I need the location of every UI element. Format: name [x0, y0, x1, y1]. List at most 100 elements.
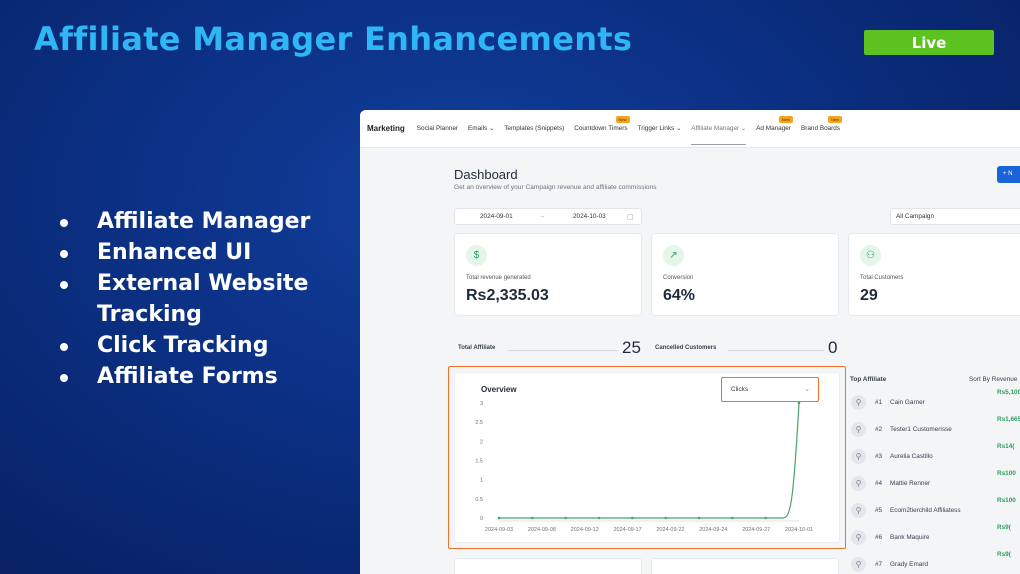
y-tick-label: 2: [480, 439, 483, 445]
y-tick-label: 2.5: [475, 420, 483, 426]
divider: [508, 350, 618, 351]
affiliate-rank: #2: [875, 426, 883, 433]
affiliate-revenue: Rs1,665: [997, 416, 1020, 423]
x-tick-label: 2024-09-17: [614, 527, 642, 533]
chevron-down-icon: ⌄: [676, 126, 682, 132]
nav-item-social-planner[interactable]: Social Planner: [417, 125, 458, 132]
nav-item-affiliate-manager[interactable]: Affiliate Manager ⌄: [691, 125, 746, 145]
nav-item-label: Templates (Snippets): [504, 125, 565, 132]
feature-list: Affiliate Manager Enhanced UI External Web…: [58, 206, 328, 392]
chevron-down-icon: ⌄: [489, 126, 495, 132]
metric-select[interactable]: Clicks ⌄: [721, 377, 819, 402]
trend-up-icon: ↗: [663, 245, 684, 266]
divider: [728, 350, 824, 351]
date-from[interactable]: 2024-09-01: [480, 213, 513, 220]
top-nav: Marketing Social Planner Emails ⌄ Templates…: [360, 110, 1020, 148]
stat-value: 29: [860, 287, 878, 304]
data-point[interactable]: [564, 516, 567, 520]
affiliate-revenue: Rs100: [997, 470, 1016, 477]
app-screenshot: Marketing Social Planner Emails ⌄ Templates…: [360, 110, 1020, 574]
user-avatar-icon: ⚲: [851, 422, 866, 437]
affiliate-rank: #4: [875, 480, 883, 487]
data-point[interactable]: [631, 516, 634, 520]
x-tick-label: 2024-10-01: [785, 527, 813, 533]
customers-icon: ⚇: [860, 245, 881, 266]
nav-item-templates-snippets[interactable]: Templates (Snippets): [504, 125, 564, 132]
data-point[interactable]: [797, 401, 801, 405]
overview-title: Overview: [481, 385, 517, 394]
overview-card: Overview Clicks ⌄ 0 0.5 1 1.5 2 2.5 3 2024-09-0…: [454, 372, 840, 543]
affiliate-rank: #1: [875, 399, 883, 406]
stat-card: ↗ Conversion 64%: [651, 233, 839, 316]
feature-bullet: External Website Tracking: [58, 268, 328, 330]
data-point[interactable]: [531, 516, 534, 520]
stat-label: Total Customers: [860, 275, 904, 281]
new-button[interactable]: + N: [997, 166, 1020, 183]
nav-item-label: Emails: [468, 125, 488, 132]
x-tick-label: 2024-09-22: [656, 527, 684, 533]
nav-item-label: Brand Boards: [800, 125, 841, 132]
x-tick-label: 2024-09-08: [528, 527, 556, 533]
nav-item-brand-boards[interactable]: Brand Boards New: [800, 116, 843, 132]
total-affiliate-value: 25: [622, 338, 641, 357]
affiliate-row[interactable]: ⚲ #4 Mattie Renner Rs100: [850, 470, 1020, 495]
user-avatar-icon: ⚲: [851, 476, 866, 491]
nav-item-label: Social Planner: [416, 125, 459, 132]
affiliate-rank: #5: [875, 507, 883, 514]
user-avatar-icon: ⚲: [851, 530, 866, 545]
affiliate-name: Tester1 Customerisse: [890, 426, 952, 433]
affiliate-row[interactable]: ⚲ #5 Ecom2tierchild Affiliatess Rs100: [850, 497, 1020, 522]
nav-item-emails[interactable]: Emails ⌄: [468, 125, 494, 132]
sort-by-revenue[interactable]: Sort By Revenue: [969, 376, 1018, 383]
y-tick-label: 3: [480, 401, 483, 407]
affiliate-revenue: Rs5,100: [997, 389, 1020, 396]
nav-item-label: Ad Manager: [756, 125, 791, 132]
nav-item-ad-manager[interactable]: Ad Manager New: [756, 116, 793, 132]
total-affiliate-label: Total Affiliate: [458, 345, 496, 351]
new-badge: New: [778, 116, 793, 123]
affiliate-revenue: Rs100: [997, 497, 1016, 504]
x-tick-label: 2024-09-24: [699, 527, 727, 533]
top-affiliate-title: Top Affiliate: [850, 376, 887, 383]
overview-highlight-box: [448, 366, 846, 549]
data-point[interactable]: [764, 516, 767, 520]
y-tick-label: 0.5: [475, 497, 483, 503]
bottom-card: [454, 558, 642, 574]
overview-line-chart: 0 0.5 1 1.5 2 2.5 3 2024-09-03 2024-09-08 2024-09…: [475, 401, 813, 533]
affiliate-name: Mattie Renner: [890, 480, 931, 487]
user-avatar-icon: ⚲: [851, 449, 866, 464]
data-point[interactable]: [697, 516, 701, 520]
affiliate-revenue: Rs9(: [997, 524, 1011, 531]
stat-label: Conversion: [663, 275, 694, 281]
campaign-select[interactable]: All Campaign: [890, 208, 1020, 225]
user-avatar-icon: ⚲: [851, 503, 866, 518]
data-point[interactable]: [731, 516, 734, 520]
nav-item-countdown-timers[interactable]: Countdown Timers New: [574, 116, 630, 132]
calendar-icon[interactable]: ▢: [627, 213, 634, 221]
affiliate-row[interactable]: ⚲ #6 Bank Maquire Rs9(: [850, 524, 1020, 549]
affiliate-row[interactable]: ⚲ #3 Aurelia Castillo Rs14(: [850, 443, 1020, 468]
data-point[interactable]: [664, 516, 667, 520]
data-point[interactable]: [497, 516, 501, 520]
chevron-down-icon: ⌄: [804, 386, 810, 393]
data-point[interactable]: [597, 516, 601, 520]
series-line: [499, 402, 800, 519]
live-badge: Live: [864, 30, 994, 55]
x-tick-label: 2024-09-27: [742, 527, 770, 533]
nav-item-trigger-links[interactable]: Trigger Links ⌄: [638, 125, 682, 132]
date-to[interactable]: 2024-10-03: [573, 213, 606, 220]
y-tick-label: 1.5: [475, 459, 483, 465]
affiliate-row[interactable]: ⚲ #2 Tester1 Customerisse Rs1,665: [850, 416, 1020, 441]
bottom-card: [651, 558, 839, 574]
affiliate-name: Bank Maquire: [890, 534, 930, 541]
cancelled-customers-label: Cancelled Customers: [655, 345, 717, 351]
dollar-icon: $: [466, 245, 487, 266]
date-range-picker[interactable]: 2024-09-01 → 2024-10-03 ▢: [454, 208, 642, 225]
affiliate-row[interactable]: ⚲ #7 Grady Emard Rs9(: [850, 551, 1020, 574]
arrow-right-icon: →: [539, 213, 546, 220]
affiliate-row[interactable]: ⚲ #1 Cain Garner Rs5,100: [850, 389, 1020, 414]
feature-bullet: Affiliate Forms: [58, 361, 328, 392]
stat-value: 64%: [663, 287, 696, 304]
cancelled-customers-value: 0: [828, 338, 838, 357]
nav-item-label: Trigger Links: [637, 125, 675, 132]
